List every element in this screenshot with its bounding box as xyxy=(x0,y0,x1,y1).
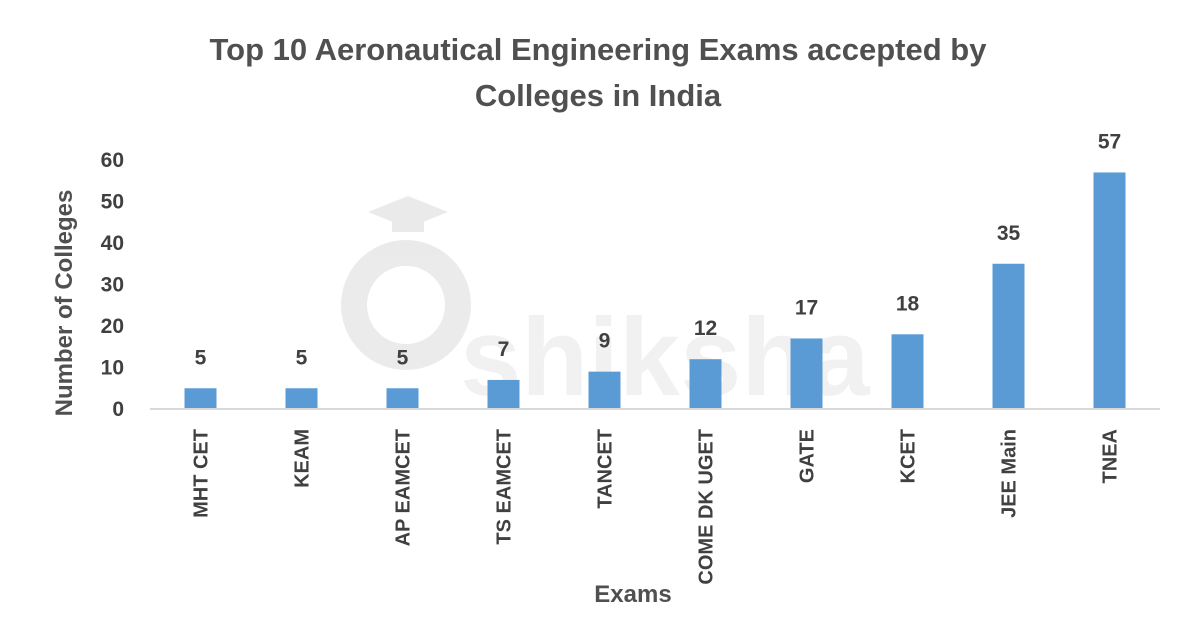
category-label: TNEA xyxy=(1100,429,1122,483)
data-label: 5 xyxy=(195,346,207,369)
y-axis-ticks: 0 10 20 30 40 50 60 xyxy=(101,149,124,421)
data-label: 18 xyxy=(896,292,920,315)
y-tick-label: 0 xyxy=(112,398,124,421)
y-tick-label: 60 xyxy=(101,149,124,172)
chart-title-line-2: Colleges in India xyxy=(475,78,722,113)
chart-title-line-1: Top 10 Aeronautical Engineering Exams ac… xyxy=(210,32,988,67)
y-axis-title: Number of Colleges xyxy=(51,190,78,417)
data-label: 7 xyxy=(498,338,510,361)
bars xyxy=(184,172,1126,409)
category-label: TANCET xyxy=(595,429,617,509)
y-tick-label: 30 xyxy=(101,274,124,297)
x-axis-categories: MHT CET KEAM AP EAMCET TS EAMCET TANCET COME … xyxy=(191,429,1122,585)
bar xyxy=(790,338,823,409)
bar xyxy=(386,388,419,409)
data-label: 12 xyxy=(694,317,717,340)
y-tick-label: 20 xyxy=(101,315,124,338)
bar xyxy=(891,334,924,409)
y-tick-label: 40 xyxy=(101,232,124,255)
category-label: KCET xyxy=(898,429,920,483)
data-label: 5 xyxy=(397,346,409,369)
bar xyxy=(1093,172,1126,409)
y-tick-label: 10 xyxy=(101,357,124,380)
bar xyxy=(992,263,1025,409)
data-label: 17 xyxy=(795,296,818,319)
y-tick-label: 50 xyxy=(101,191,124,214)
category-label: AP EAMCET xyxy=(393,429,415,546)
category-label: KEAM xyxy=(292,429,314,488)
bar xyxy=(689,359,722,409)
data-label: 57 xyxy=(1098,130,1121,153)
bar xyxy=(487,379,520,409)
data-label: 35 xyxy=(997,222,1021,245)
x-axis-title: Exams xyxy=(594,581,671,608)
bar xyxy=(285,388,318,409)
bar xyxy=(184,388,217,409)
graduation-cap-icon xyxy=(341,196,471,370)
category-label: TS EAMCET xyxy=(494,429,516,545)
category-label: COME DK UGET xyxy=(696,429,718,585)
category-label: MHT CET xyxy=(191,429,213,518)
watermark: shiksha xyxy=(341,196,870,419)
category-label: JEE Main xyxy=(999,429,1021,518)
bar xyxy=(588,371,621,409)
category-label: GATE xyxy=(797,429,819,483)
data-label: 9 xyxy=(599,330,611,353)
data-label: 5 xyxy=(296,346,308,369)
